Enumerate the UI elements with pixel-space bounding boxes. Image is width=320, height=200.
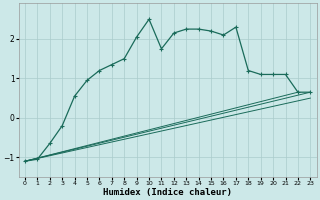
X-axis label: Humidex (Indice chaleur): Humidex (Indice chaleur) <box>103 188 232 197</box>
